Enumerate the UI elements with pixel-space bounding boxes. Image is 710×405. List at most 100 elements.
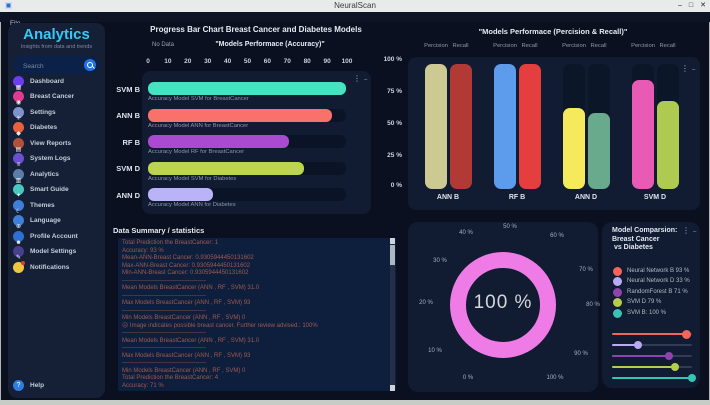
legend-dot — [613, 308, 622, 318]
maximize-button[interactable]: □ — [688, 2, 694, 9]
search-box[interactable] — [13, 56, 99, 74]
sidebar-item-label: View Reports — [30, 139, 72, 147]
gauge-tick-label: 0 % — [462, 375, 474, 381]
summary-line: Total Prediction the BreastCancer: 1 — [122, 240, 219, 246]
search-icon[interactable] — [84, 59, 96, 71]
comparison-slider-handle[interactable] — [671, 363, 680, 371]
summary-line: Accuracy: 71 % — [122, 382, 164, 389]
y-axis-tick: 0 % — [390, 182, 402, 189]
summary-line: Mean Models BreastCancer (ANN , RF , SVM… — [122, 285, 260, 291]
gauge-tick-label: 50 % — [503, 224, 517, 230]
accuracy-bar-svm-d[interactable] — [148, 161, 304, 175]
sidebar-item-breast-cancer[interactable]: ◉ Breast Cancer — [8, 90, 105, 106]
accuracy-bar-rf-b[interactable] — [148, 135, 289, 148]
notification-badge — [21, 260, 25, 265]
category-label: SVM D — [643, 194, 667, 201]
recall-bar-svm-d[interactable] — [656, 101, 679, 189]
sidebar-item-analytics[interactable]: ▥ Analytics — [8, 167, 105, 184]
comparison-slider-handle[interactable] — [664, 352, 673, 360]
comparison-menu-icon[interactable]: ⋮ – — [682, 226, 697, 235]
search-input[interactable] — [21, 58, 83, 74]
sidebar-item-themes[interactable]: ☾ Themes — [8, 198, 105, 215]
sidebar-item-diabetes[interactable]: ◆ Diabetes — [8, 121, 105, 137]
sidebar-item-view-reports[interactable]: ▤ View Reports — [8, 136, 105, 153]
summary-line: ----------------------------------------… — [122, 277, 206, 284]
scrollbar-thumb[interactable] — [390, 245, 395, 265]
sidebar-item-settings[interactable]: ✳ Settings — [8, 105, 105, 122]
summary-line: Min Models BreastCancer (ANN , RF , SVM)… — [122, 367, 246, 374]
window-title: NeuralScan — [334, 1, 376, 10]
view-reports-icon: ▤ — [13, 137, 24, 153]
sidebar-item-label: System Logs — [30, 155, 71, 162]
x-axis-tick: 20 — [184, 58, 192, 65]
sidebar-item-dashboard[interactable]: ▦ Dashboard — [8, 74, 105, 91]
recall-bar-ann-b[interactable] — [449, 64, 472, 189]
gauge-tick-label: 20 % — [419, 300, 433, 306]
scroll-down-button[interactable] — [390, 385, 395, 391]
bar-row-label: SVM D — [116, 164, 140, 173]
sidebar-item-notifications[interactable]: Notifications — [8, 260, 105, 274]
summary-line: ----------------------------------------… — [122, 307, 206, 314]
accuracy-bar-ann-b[interactable] — [148, 108, 332, 122]
recall-bar-ann-d[interactable] — [587, 113, 610, 189]
accuracy-bar-svm-b[interactable] — [148, 82, 346, 95]
summary-line: Mean Models BreastCancer (ANN , RF , SVM… — [122, 337, 260, 344]
no-data-label: No Data — [152, 42, 175, 48]
precision-bar-ann-b[interactable] — [425, 64, 447, 189]
bar-caption: Accuracy Model SVM for Diabetes — [148, 175, 237, 182]
comparison-slider-fill — [612, 332, 687, 336]
sidebar-item-model-settings[interactable]: ✎ Model Settings — [8, 245, 105, 261]
recall-series-label: Recall — [659, 43, 676, 49]
sidebar-item-label: Language — [30, 217, 61, 224]
recall-bar-rf-b[interactable] — [518, 64, 541, 189]
accuracy-bar-ann-d[interactable] — [148, 188, 213, 201]
comparison-slider-fill — [612, 376, 692, 380]
sidebar-item-label: Notifications — [30, 263, 70, 271]
summary-line: Max Models BreastCancer (ANN , RF , SVM)… — [122, 300, 251, 306]
close-button[interactable]: ✕ — [700, 2, 706, 9]
diabetes-drop-icon: ◆ — [13, 122, 24, 137]
x-axis-tick: 100 — [341, 58, 353, 65]
model-settings-icon: ✎ — [13, 246, 24, 261]
sidebar-item-language[interactable]: ⊕ Language — [8, 214, 105, 230]
dashboard-icon: ▦ — [13, 75, 24, 91]
x-axis-tick: 60 — [263, 58, 271, 65]
precision-bar-rf-b[interactable] — [494, 64, 516, 189]
sidebar-title: Analytics — [23, 26, 90, 43]
precision-bar-svm-d[interactable] — [632, 80, 654, 189]
pr-chart-menu-icon[interactable]: ⋮ – — [681, 64, 696, 73]
sidebar-item-help[interactable]: ? Help — [8, 378, 105, 392]
legend-dot — [613, 277, 622, 287]
sidebar-item-label: Breast Cancer — [30, 93, 75, 100]
sidebar-item-smart-guide[interactable]: ✦ Smart Guide — [8, 183, 105, 199]
sidebar-item-label: Dashboard — [30, 77, 64, 85]
recall-series-label: Recall — [590, 43, 607, 49]
app-icon — [5, 2, 12, 9]
accuracy-chart-menu-icon[interactable]: ⋮ – — [353, 74, 368, 83]
comparison-title: Model Comparsion: Breast Cancer vs Diabe… — [612, 227, 678, 251]
comparison-slider-handle[interactable] — [688, 374, 696, 382]
category-label: RF B — [508, 194, 526, 201]
bar-caption: Accuracy Model SVM for BreastCancer — [148, 96, 249, 103]
x-axis-tick: 90 — [323, 58, 331, 65]
legend-dot — [613, 287, 622, 297]
sidebar-item-label: Diabetes — [30, 124, 58, 131]
minimize-button[interactable]: – — [677, 2, 682, 9]
gauge-tick-label: 70 % — [579, 267, 593, 273]
system-logs-icon: ≡ — [13, 153, 24, 168]
summary-line: Max Models BreastCancer (ANN , RF , SVM)… — [122, 352, 251, 359]
x-axis-tick: 50 — [243, 58, 252, 65]
comparison-slider-handle[interactable] — [681, 329, 691, 339]
bar-caption: Accuracy Model ANN for Diabetes — [148, 202, 236, 209]
summary-scrollbar[interactable] — [390, 238, 395, 391]
sidebar-item-system-logs[interactable]: ≡ System Logs — [8, 152, 105, 168]
scroll-up-button[interactable] — [390, 238, 395, 244]
precision-bar-ann-d[interactable] — [563, 108, 585, 189]
help-icon: ? — [13, 379, 24, 391]
settings-gear-icon: ✳ — [13, 106, 24, 122]
sidebar-item-label: Themes — [30, 201, 55, 209]
comparison-slider-handle[interactable] — [634, 341, 643, 349]
summary-line: Min-ANN-Breast Cancer: 0.930594445013160… — [122, 270, 249, 276]
sidebar-item-profile-account[interactable]: ☻ Profile Account — [8, 229, 105, 246]
summary-textarea[interactable]: Total Prediction the BreastCancer: 1 Accu… — [118, 238, 396, 391]
